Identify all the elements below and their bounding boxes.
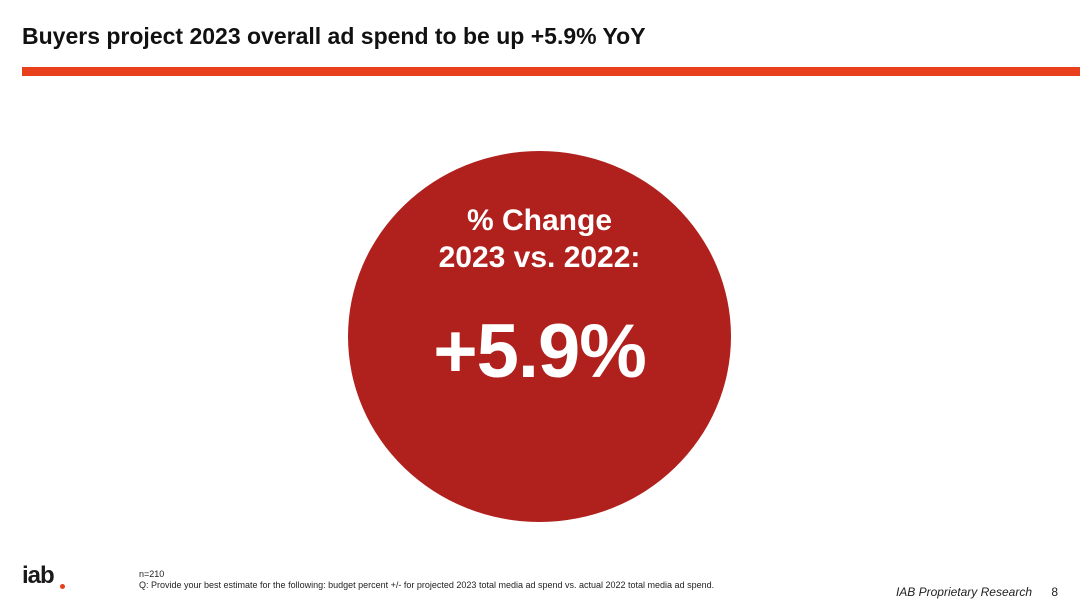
footnote: n=210 Q: Provide your best estimate for … [139,569,714,591]
slide-title: Buyers project 2023 overall ad spend to … [22,23,646,49]
page-number: 8 [1051,585,1058,599]
iab-logo: iab [22,562,55,589]
highlight-heading: % Change 2023 vs. 2022: [348,202,731,276]
title-divider [22,67,1080,76]
survey-question: Q: Provide your best estimate for the fo… [139,580,715,590]
highlight-heading-line-1: % Change [466,204,613,237]
highlight-circle: % Change 2023 vs. 2022: +5.9% [348,151,731,522]
footer-credit: IAB Proprietary Research [895,585,1032,599]
highlight-heading-line-2: 2023 vs. 2022: [438,241,641,274]
logo-dot-icon [60,584,65,589]
sample-size: n=210 [139,569,165,579]
highlight-value: +5.9% [433,309,647,394]
